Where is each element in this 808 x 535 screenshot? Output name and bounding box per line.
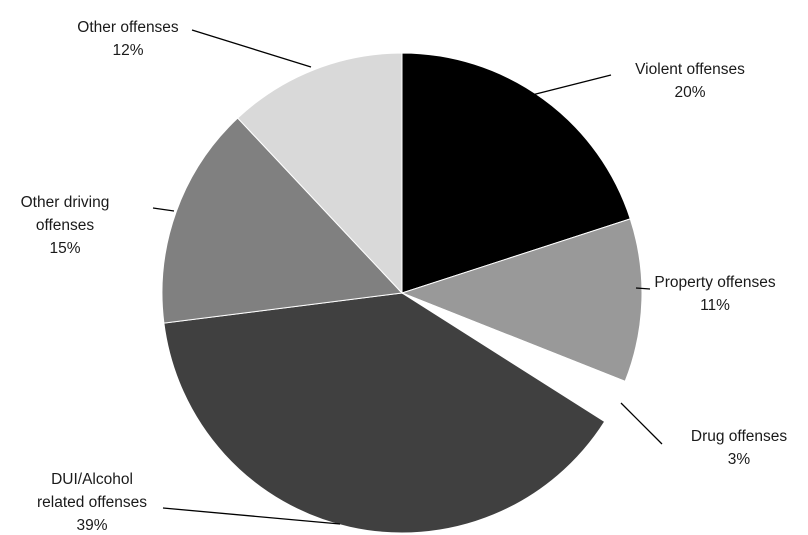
slice-dui-alcohol-related-offenses xyxy=(163,292,606,534)
leader-lines xyxy=(152,29,663,525)
slice-violent-offenses xyxy=(401,52,631,294)
leader-line-violent-offenses xyxy=(523,74,612,98)
slice-label-property-offenses: Property offenses 11% xyxy=(654,274,775,314)
leader-line-dui-alcohol-related-offenses xyxy=(162,507,341,525)
slice-label-other-driving-offenses: Other driving offenses 15% xyxy=(21,194,110,257)
slice-label-drug-offenses: Drug offenses 3% xyxy=(691,428,787,468)
slice-other-driving-offenses xyxy=(161,117,404,324)
slice-property-offenses xyxy=(400,218,643,382)
slice-label-violent-offenses: Violent offenses 20% xyxy=(635,61,745,101)
leader-line-other-driving-offenses xyxy=(152,207,175,212)
leader-line-drug-offenses xyxy=(620,402,663,445)
slice-label-other-offenses: Other offenses 12% xyxy=(77,19,179,59)
pie-slices xyxy=(161,52,643,534)
slice-other-offenses xyxy=(237,52,403,295)
slice-label-dui-alcohol-related-offenses: DUI/Alcohol related offenses 39% xyxy=(37,471,147,534)
slice-labels: Violent offenses 20% Property offenses 11% D… xyxy=(21,19,788,534)
leader-line-other-offenses xyxy=(191,29,312,68)
leader-line-property-offenses xyxy=(635,287,651,290)
